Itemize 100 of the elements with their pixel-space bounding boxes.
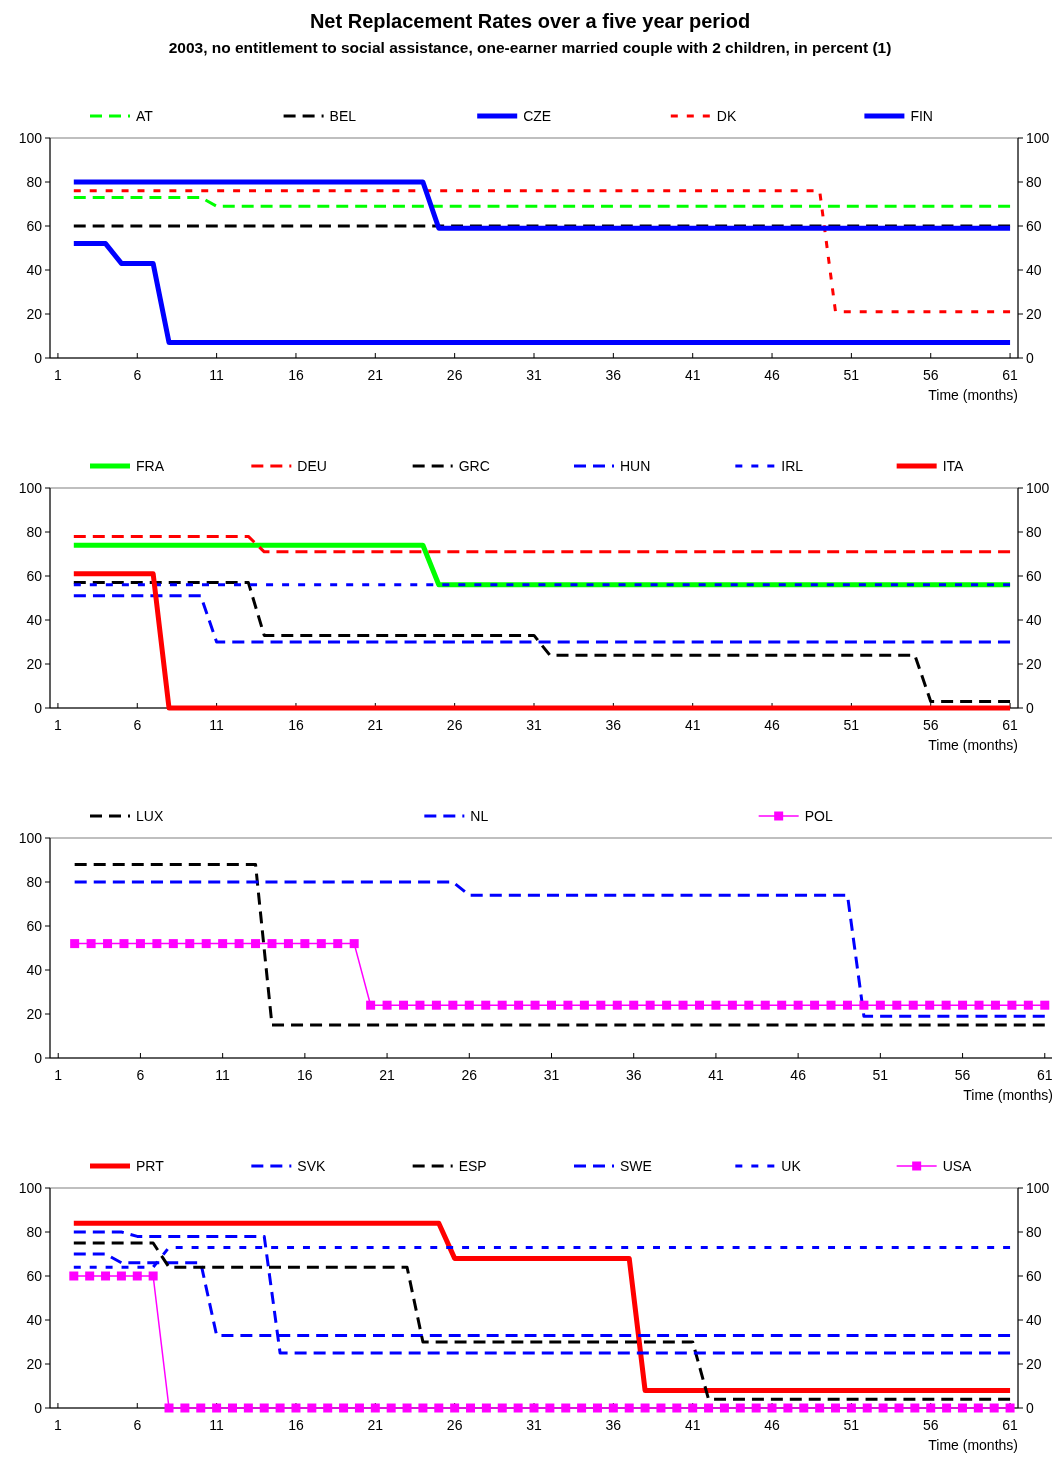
y2-tick-label: 0: [1026, 350, 1034, 366]
x-tick-label: 51: [843, 367, 860, 383]
y2-tick-label: 60: [1026, 568, 1042, 584]
x-tick-label: 61: [1036, 1067, 1053, 1083]
line-series: [72, 1241, 1012, 1401]
x-tick-label: 1: [54, 1067, 63, 1083]
legend-label: UK: [781, 1158, 802, 1174]
x-tick-label: 31: [526, 1417, 542, 1433]
x-tick-label: 56: [922, 1417, 939, 1433]
x-tick-label: 36: [625, 1067, 642, 1083]
legend-label: DK: [716, 108, 737, 124]
x-tick-label: 56: [922, 367, 939, 383]
x-tick-label: 31: [526, 367, 542, 383]
legend-label: ITA: [942, 458, 965, 474]
y2-tick-label: 40: [1026, 612, 1042, 628]
x-tick-label: 21: [367, 367, 384, 383]
x-axis-title: Time (months): [963, 1087, 1053, 1103]
x-tick-label: 46: [764, 717, 781, 733]
y2-tick-label: 0: [1026, 1400, 1034, 1416]
x-tick-label: 41: [684, 717, 701, 733]
legend-label: NL: [470, 808, 489, 824]
x-tick-label: 11: [209, 717, 225, 733]
legend-label: IRL: [781, 458, 804, 474]
x-tick-label: 6: [133, 367, 142, 383]
y-tick-label: 80: [26, 874, 43, 890]
x-tick-label: 6: [136, 1067, 145, 1083]
x-tick-label: 41: [684, 367, 701, 383]
x-tick-label: 61: [1002, 1417, 1019, 1433]
x-tick-label: 56: [954, 1067, 971, 1083]
x-tick-label: 16: [288, 1417, 304, 1433]
x-tick-label: 31: [526, 717, 542, 733]
x-tick-label: 16: [288, 717, 304, 733]
y-tick-label: 40: [26, 612, 43, 628]
x-tick-label: 51: [843, 717, 860, 733]
x-tick-label: 61: [1002, 717, 1019, 733]
x-tick-label: 46: [764, 367, 781, 383]
x-tick-label: 1: [54, 717, 63, 733]
y-tick-label: 20: [26, 1006, 43, 1022]
x-tick-label: 26: [446, 717, 463, 733]
legend-label: CZE: [523, 108, 552, 124]
y-tick-label: 100: [18, 1180, 43, 1196]
legend-label: BEL: [329, 108, 357, 124]
y-tick-label: 40: [26, 262, 43, 278]
y-tick-label: 40: [26, 962, 43, 978]
legend-label: FIN: [910, 108, 933, 124]
y2-tick-label: 80: [1026, 524, 1042, 540]
x-tick-label: 26: [461, 1067, 478, 1083]
legend-label: SVK: [297, 1158, 327, 1174]
y-tick-label: 0: [34, 350, 43, 366]
x-tick-label: 26: [446, 1417, 463, 1433]
y2-tick-label: 0: [1026, 700, 1034, 716]
x-tick-label: 11: [215, 1067, 231, 1083]
x-tick-label: 61: [1002, 367, 1019, 383]
x-tick-label: 51: [843, 1417, 860, 1433]
legend-label: DEU: [297, 458, 327, 474]
y2-tick-label: 20: [1026, 306, 1042, 322]
x-tick-label: 16: [288, 367, 304, 383]
x-tick-label: 36: [605, 717, 622, 733]
y-tick-label: 100: [18, 130, 43, 146]
y2-tick-label: 100: [1026, 480, 1050, 496]
x-tick-label: 6: [133, 717, 142, 733]
y-tick-label: 20: [26, 1356, 43, 1372]
chart-subtitle: 2003, no entitlement to social assistance, one-earner married couple with 2 children, in percent (1): [168, 39, 892, 56]
y2-tick-label: 80: [1026, 174, 1042, 190]
x-tick-label: 41: [708, 1067, 724, 1083]
y2-tick-label: 40: [1026, 262, 1042, 278]
legend-label: PRT: [136, 1158, 165, 1174]
x-tick-label: 36: [605, 1417, 622, 1433]
y-tick-label: 100: [18, 480, 43, 496]
x-tick-label: 11: [209, 1417, 225, 1433]
x-axis-title: Time (months): [928, 737, 1018, 753]
legend-label: POL: [804, 808, 833, 824]
y-tick-label: 80: [26, 1224, 43, 1240]
x-axis-title: Time (months): [928, 387, 1018, 403]
y2-tick-label: 20: [1026, 1356, 1042, 1372]
y2-tick-label: 20: [1026, 656, 1042, 672]
x-tick-label: 46: [790, 1067, 807, 1083]
y2-tick-label: 80: [1026, 1224, 1042, 1240]
y2-tick-label: 60: [1026, 1268, 1042, 1284]
y-tick-label: 80: [26, 174, 43, 190]
x-tick-label: 1: [54, 367, 63, 383]
y2-tick-label: 100: [1026, 1180, 1050, 1196]
y-tick-label: 0: [34, 1400, 43, 1416]
legend-label: SWE: [620, 1158, 652, 1174]
chart-title: Net Replacement Rates over a five year period: [309, 10, 751, 32]
y-tick-label: 80: [26, 524, 43, 540]
y-tick-label: 0: [34, 1050, 43, 1066]
y-tick-label: 0: [34, 700, 43, 716]
x-tick-label: 21: [367, 717, 384, 733]
x-tick-label: 31: [543, 1067, 560, 1083]
x-tick-label: 51: [872, 1067, 889, 1083]
y2-tick-label: 60: [1026, 218, 1042, 234]
y2-tick-label: 100: [1026, 130, 1050, 146]
x-tick-label: 46: [764, 1417, 781, 1433]
y-tick-label: 60: [26, 218, 43, 234]
legend-label: FRA: [136, 458, 165, 474]
x-tick-label: 21: [379, 1067, 396, 1083]
legend-label: AT: [136, 108, 154, 124]
legend-label: ESP: [458, 1158, 487, 1174]
x-tick-label: 26: [446, 367, 463, 383]
